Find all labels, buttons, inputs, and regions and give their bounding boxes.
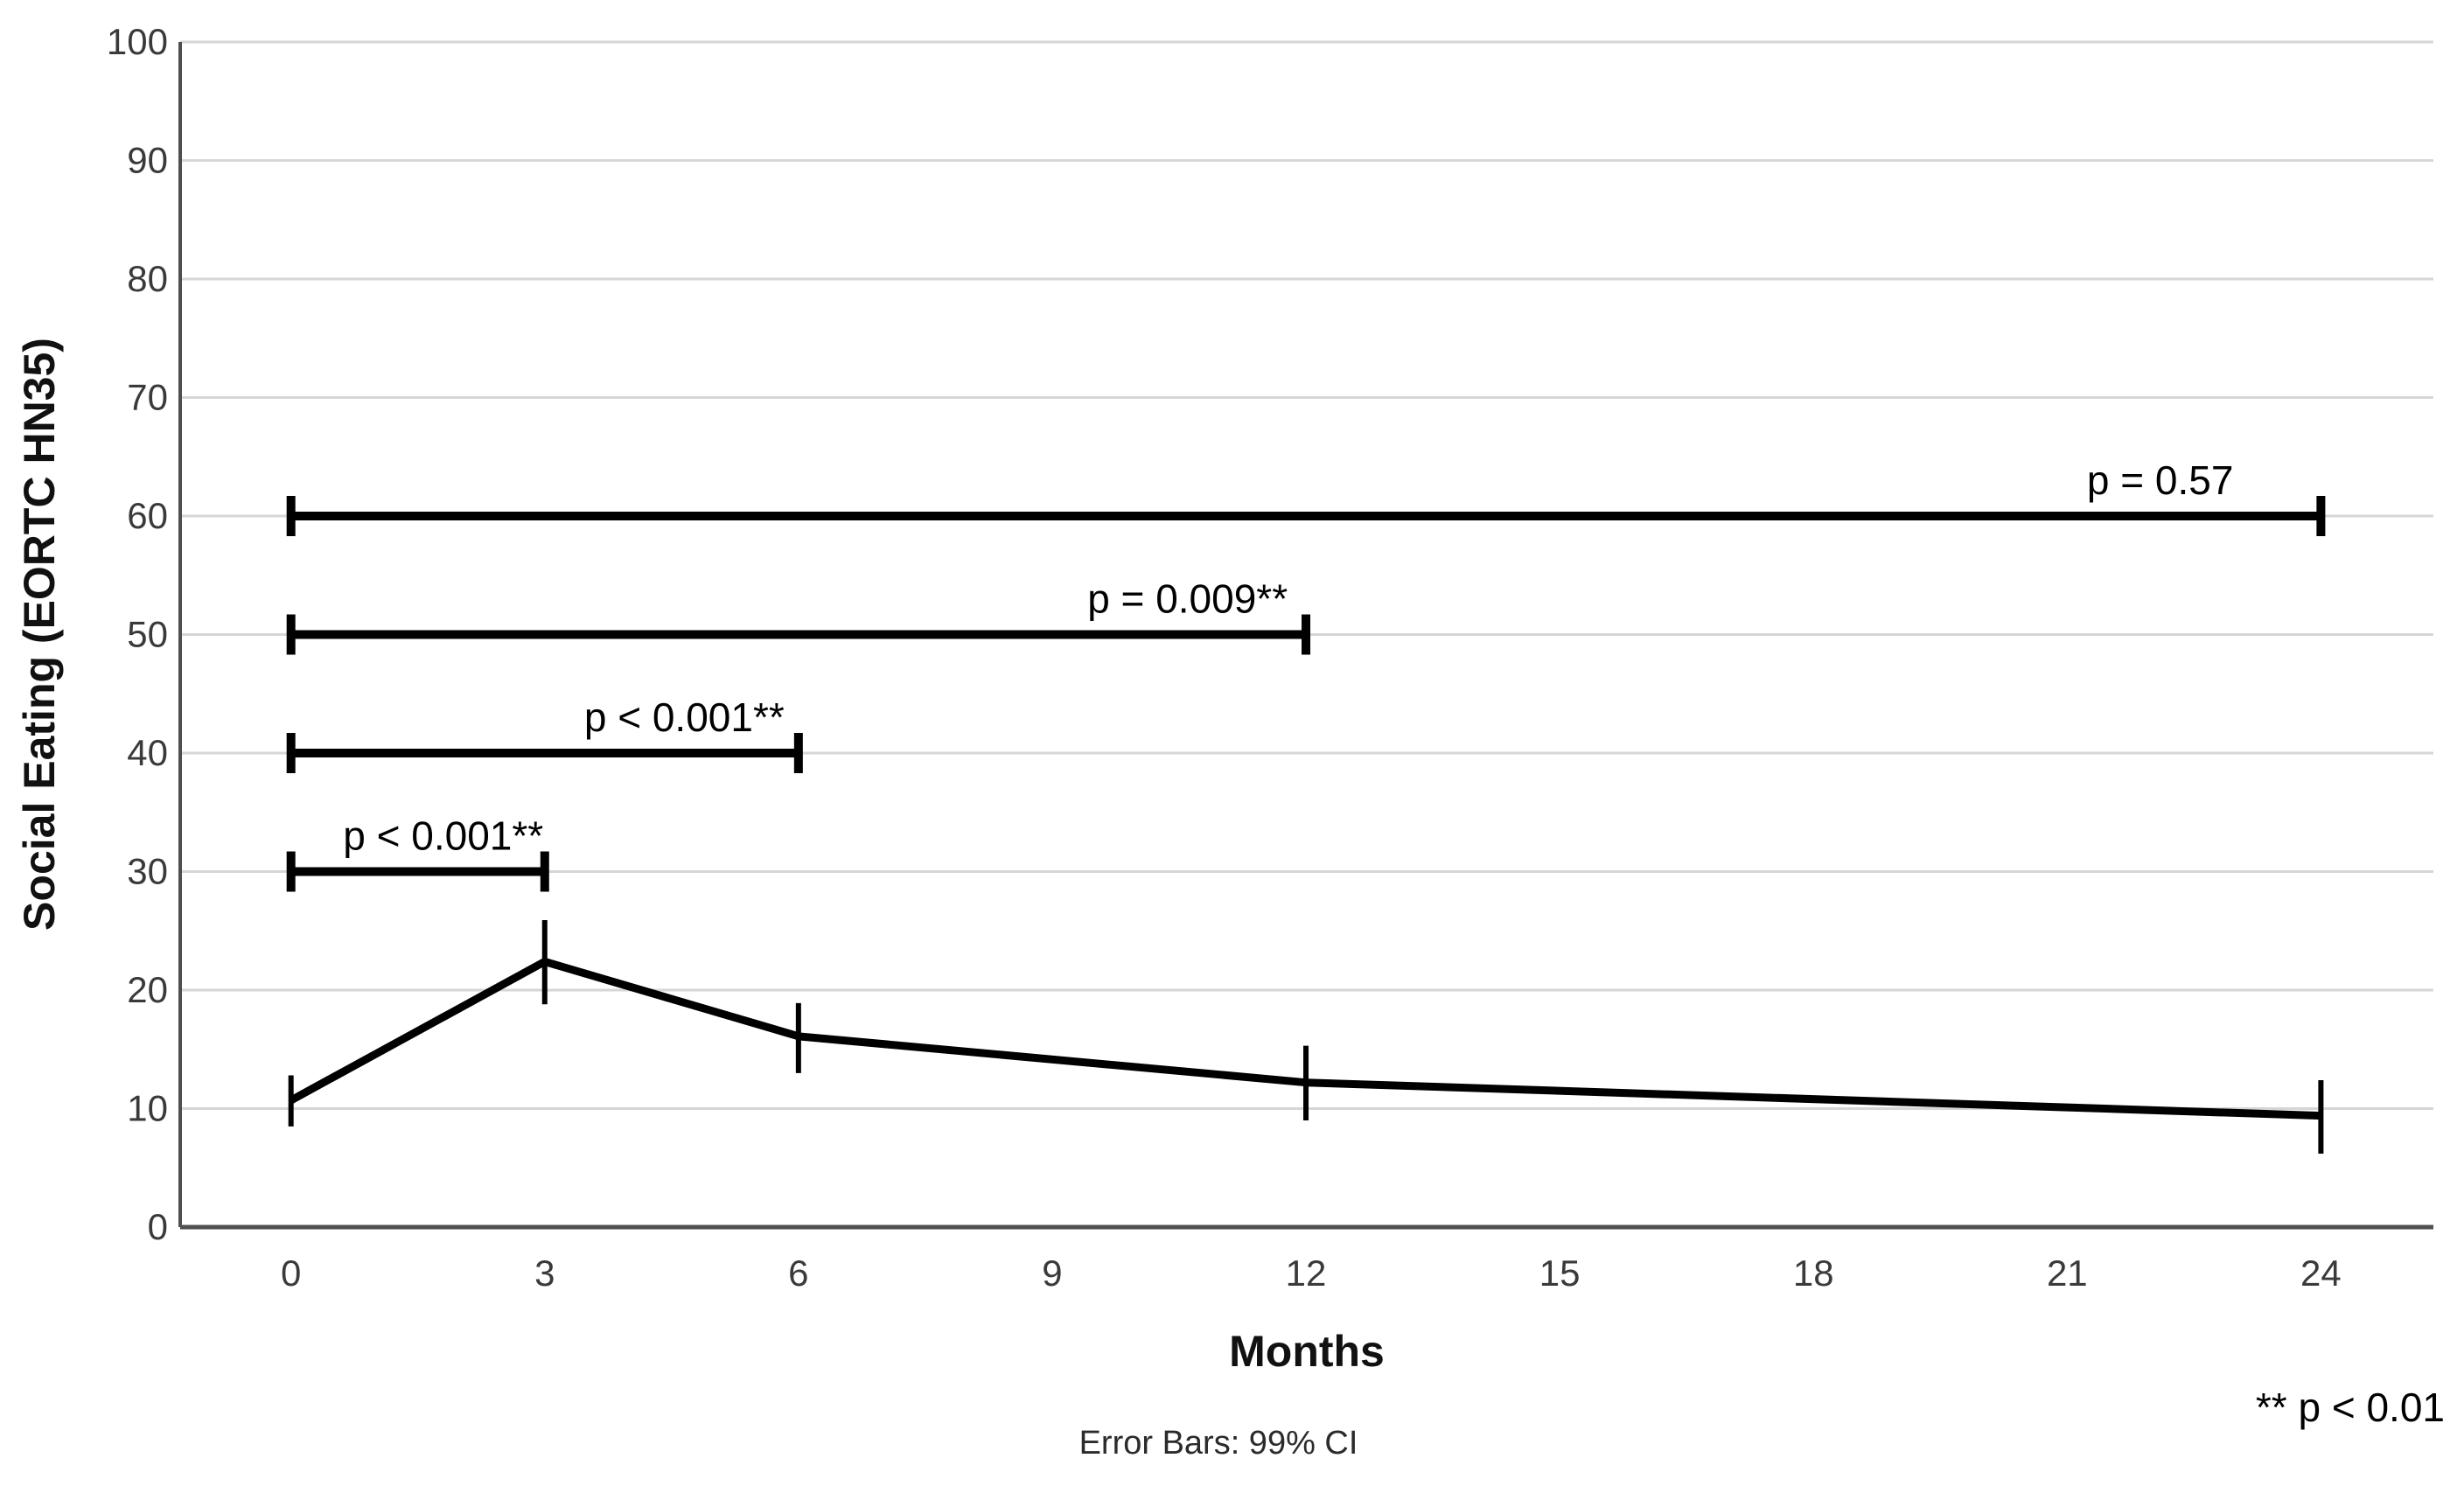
y-tick-label-0: 0 bbox=[148, 1206, 168, 1247]
data-series-layer bbox=[288, 920, 2324, 1154]
mean-score-line bbox=[289, 957, 2321, 1120]
error-bars-caption: Error Bars: 99% CI bbox=[1079, 1425, 1358, 1462]
x-tick-label-21: 21 bbox=[2047, 1252, 2088, 1294]
y-tick-label-60: 60 bbox=[127, 495, 168, 536]
x-tick-label-0: 0 bbox=[281, 1252, 301, 1294]
axes-layer bbox=[178, 42, 2433, 1230]
y-tick-label-90: 90 bbox=[127, 140, 168, 181]
x-tick-label-9: 9 bbox=[1042, 1252, 1062, 1294]
y-tick-label-10: 10 bbox=[127, 1088, 168, 1129]
y-tick-label-100: 100 bbox=[107, 21, 168, 62]
significance-bracket-0-24: p = 0.57 bbox=[286, 457, 2326, 536]
y-tick-label-20: 20 bbox=[127, 969, 168, 1010]
significance-bracket-0-12: p = 0.009** bbox=[286, 576, 1311, 655]
x-axis-title: Months bbox=[1229, 1327, 1385, 1376]
x-tick-label-3: 3 bbox=[534, 1252, 555, 1294]
gridlines-layer bbox=[180, 40, 2433, 1110]
bracket-p-value-label: p = 0.57 bbox=[2087, 457, 2234, 503]
tick-labels-layer: 0 10 20 30 40 50 60 70 80 90 100 0 3 6 9 12 15 18 21 24 bbox=[107, 21, 2342, 1294]
y-tick-label-30: 30 bbox=[127, 851, 168, 892]
x-tick-label-24: 24 bbox=[2300, 1252, 2342, 1294]
y-tick-label-50: 50 bbox=[127, 614, 168, 655]
x-tick-label-12: 12 bbox=[1286, 1252, 1327, 1294]
significance-brackets-layer: p = 0.57 p = 0.009** p < 0.001** p < 0.001*… bbox=[286, 457, 2326, 892]
significance-footnote: ** p < 0.01 bbox=[2256, 1385, 2445, 1430]
bracket-p-value-label: p < 0.001** bbox=[343, 813, 543, 859]
significance-bracket-0-3: p < 0.001** bbox=[286, 813, 549, 892]
y-axis-title: Social Eating (EORTC HN35) bbox=[15, 338, 64, 931]
bracket-p-value-label: p = 0.009** bbox=[1087, 576, 1288, 622]
y-tick-label-80: 80 bbox=[127, 258, 168, 299]
y-tick-label-40: 40 bbox=[127, 732, 168, 773]
significance-bracket-0-6: p < 0.001** bbox=[286, 694, 803, 773]
x-tick-label-6: 6 bbox=[788, 1252, 808, 1294]
x-tick-label-15: 15 bbox=[1539, 1252, 1581, 1294]
x-tick-label-18: 18 bbox=[1793, 1252, 1834, 1294]
y-tick-label-70: 70 bbox=[127, 377, 168, 418]
bracket-p-value-label: p < 0.001** bbox=[584, 694, 785, 740]
